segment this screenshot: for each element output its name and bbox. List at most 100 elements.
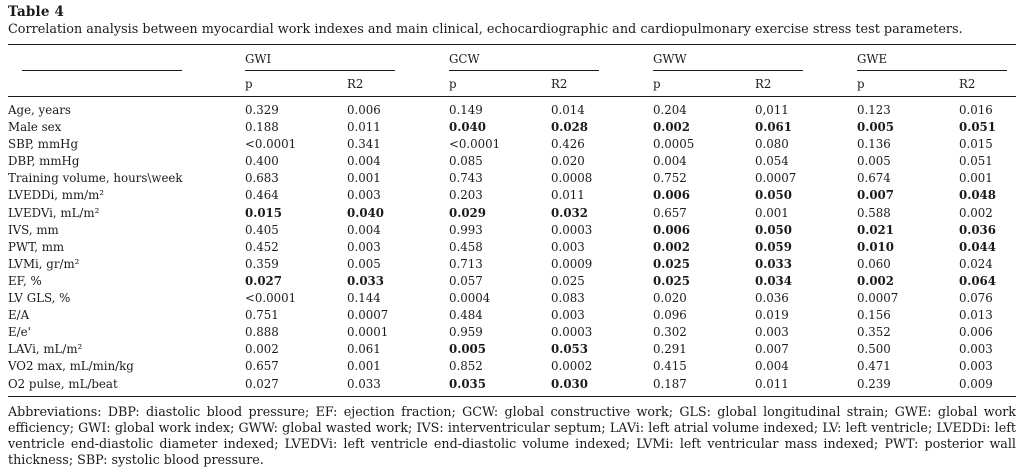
table-row: Male sex 0.188 0.011 0.040 0.028 0.002 0.061 0.… bbox=[8, 119, 1016, 136]
cell-value: 0.064 bbox=[959, 273, 996, 288]
cell-value: 0.001 bbox=[755, 205, 789, 220]
cell-value: 0.657 bbox=[653, 205, 687, 220]
cell-value: 0.0008 bbox=[551, 171, 593, 186]
subheader-p: p bbox=[653, 71, 755, 97]
cell-value: 0.0003 bbox=[551, 222, 593, 237]
cell-value: 0.004 bbox=[653, 154, 687, 169]
footnote: Abbreviations: DBP: diastolic blood pres… bbox=[8, 403, 1016, 468]
col-group-gwi: GWI bbox=[245, 45, 449, 71]
subheader-r2: R2 bbox=[347, 71, 449, 97]
cell-value: 0.400 bbox=[245, 154, 279, 169]
cell-value: 0.123 bbox=[857, 103, 891, 117]
cell-value: 0.085 bbox=[449, 154, 483, 169]
row-label: E/e' bbox=[8, 325, 31, 340]
cell-value: 0.0007 bbox=[347, 308, 389, 323]
cell-value: 0.002 bbox=[653, 239, 690, 254]
cell-value: 0.149 bbox=[449, 103, 483, 117]
cell-value: 0.329 bbox=[245, 103, 279, 117]
row-label: Male sex bbox=[8, 120, 62, 135]
table-row: LV GLS, % <0.0001 0.144 0.0004 0.083 0.020 0.0… bbox=[8, 290, 1016, 307]
cell-value: 0.002 bbox=[653, 120, 690, 135]
cell-value: 0.204 bbox=[653, 103, 687, 117]
cell-value: 0.001 bbox=[959, 171, 993, 186]
cell-value: 0.005 bbox=[857, 154, 891, 169]
cell-value: 0.015 bbox=[245, 205, 282, 220]
table-row: LVMi, gr/m² 0.359 0.005 0.713 0.0009 0.025 0.0… bbox=[8, 256, 1016, 273]
cell-value: 0.341 bbox=[347, 137, 381, 152]
row-label: LVEDVi, mL/m² bbox=[8, 205, 100, 220]
cell-value: 0.002 bbox=[245, 342, 279, 357]
cell-value: 0.028 bbox=[551, 120, 588, 135]
col-group-gcw: GCW bbox=[449, 45, 653, 71]
cell-value: 0.458 bbox=[449, 239, 483, 254]
cell-value: 0.076 bbox=[959, 291, 993, 306]
cell-value: 0.359 bbox=[245, 256, 279, 271]
cell-value: 0.657 bbox=[245, 359, 279, 374]
stub-underline bbox=[22, 70, 182, 71]
cell-value: 0.405 bbox=[245, 222, 279, 237]
cell-value: 0.0009 bbox=[551, 256, 593, 271]
cell-value: 0.011 bbox=[755, 376, 789, 391]
cell-value: 0.007 bbox=[857, 188, 894, 203]
cell-value: 0.683 bbox=[245, 171, 279, 186]
cell-value: 0.021 bbox=[857, 222, 894, 237]
table-row: EF, % 0.027 0.033 0.057 0.025 0.025 0.034 0.002… bbox=[8, 273, 1016, 290]
row-label: LVEDDi, mm/m² bbox=[8, 188, 105, 203]
cell-value: 0.025 bbox=[653, 256, 690, 271]
row-label: IVS, mm bbox=[8, 222, 59, 237]
cell-value: 0.500 bbox=[857, 342, 891, 357]
cell-value: 0.007 bbox=[755, 342, 789, 357]
correlation-table: GWI GCW GWW GWE p R2 p R2 p R2 p R2 Age,… bbox=[8, 44, 1016, 397]
cell-value: 0.024 bbox=[959, 256, 993, 271]
cell-value: 0.009 bbox=[959, 376, 993, 391]
subheader-r2: R2 bbox=[551, 71, 653, 97]
table-row: SBP, mmHg <0.0001 0.341 <0.0001 0.426 0.0005 0… bbox=[8, 136, 1016, 153]
table-row: VO2 max, mL/min/kg 0.657 0.001 0.852 0.0002 0… bbox=[8, 358, 1016, 375]
cell-value: 0.415 bbox=[653, 359, 687, 374]
cell-value: 0.005 bbox=[449, 342, 486, 357]
cell-value: 0.006 bbox=[347, 103, 381, 117]
cell-value: 0.005 bbox=[347, 256, 381, 271]
row-label: SBP, mmHg bbox=[8, 137, 79, 152]
cell-value: 0.743 bbox=[449, 171, 483, 186]
cell-value: 0.888 bbox=[245, 325, 279, 340]
row-label: LVMi, gr/m² bbox=[8, 256, 80, 271]
table-row: DBP, mmHg 0.400 0.004 0.085 0.020 0.004 0.054 0… bbox=[8, 153, 1016, 170]
cell-value: 0.048 bbox=[959, 188, 996, 203]
cell-value: 0.452 bbox=[245, 239, 279, 254]
cell-value: 0.027 bbox=[245, 273, 282, 288]
cell-value: 0.025 bbox=[551, 273, 585, 288]
cell-value: 0.033 bbox=[755, 256, 792, 271]
cell-value: 0.053 bbox=[551, 342, 588, 357]
cell-value: 0.016 bbox=[959, 103, 993, 117]
table-row: LAVi, mL/m² 0.002 0.061 0.005 0.053 0.291 0.00… bbox=[8, 341, 1016, 358]
cell-value: 0.044 bbox=[959, 239, 996, 254]
cell-value: 0.713 bbox=[449, 256, 483, 271]
cell-value: 0.025 bbox=[653, 273, 690, 288]
cell-value: 0.291 bbox=[653, 342, 687, 357]
subheader-r2: R2 bbox=[755, 71, 857, 97]
cell-value: 0.051 bbox=[959, 120, 996, 135]
row-label: LAVi, mL/m² bbox=[8, 342, 83, 357]
cell-value: 0.060 bbox=[857, 256, 891, 271]
cell-value: 0.0001 bbox=[347, 325, 389, 340]
subheader-r2: R2 bbox=[959, 71, 1016, 97]
cell-value: 0.014 bbox=[551, 103, 585, 117]
cell-value: 0.033 bbox=[347, 273, 384, 288]
cell-value: <0.0001 bbox=[449, 137, 501, 152]
cell-value: 0.040 bbox=[347, 205, 384, 220]
cell-value: 0.0003 bbox=[551, 325, 593, 340]
cell-value: <0.0001 bbox=[245, 291, 297, 306]
cell-value: 0.003 bbox=[959, 342, 993, 357]
table-row: LVEDVi, mL/m² 0.015 0.040 0.029 0.032 0.657 0.… bbox=[8, 205, 1016, 222]
cell-value: 0.187 bbox=[653, 376, 687, 391]
cell-value: 0.004 bbox=[347, 154, 381, 169]
cell-value: 0.034 bbox=[755, 273, 792, 288]
cell-value: 0.006 bbox=[959, 325, 993, 340]
cell-value: 0.051 bbox=[959, 154, 993, 169]
cell-value: 0.029 bbox=[449, 205, 486, 220]
cell-value: 0.674 bbox=[857, 171, 891, 186]
row-label: Age, years bbox=[8, 103, 71, 117]
table-row: O2 pulse, mL/beat 0.027 0.033 0.035 0.030 0.1… bbox=[8, 376, 1016, 397]
